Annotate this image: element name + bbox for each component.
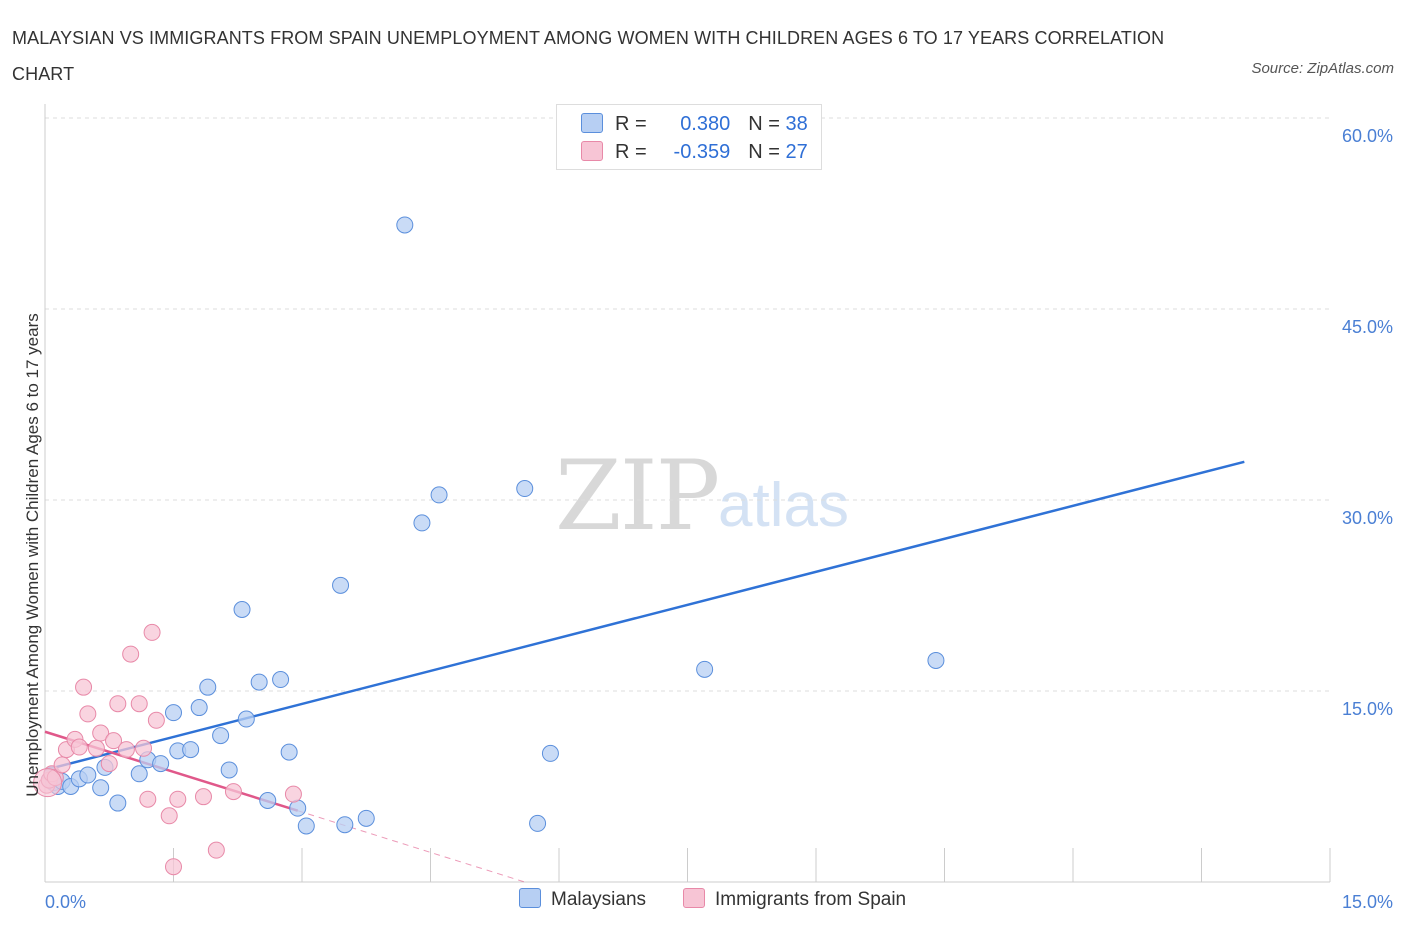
- watermark-atlas: atlas: [718, 471, 849, 540]
- data-point: [336, 816, 354, 834]
- data-point: [135, 739, 153, 757]
- legend-n-value: 38: [785, 113, 808, 135]
- x-tick-label: 0.0%: [45, 892, 86, 912]
- legend-n-value: 27: [785, 141, 808, 163]
- data-point: [139, 790, 157, 808]
- data-point: [250, 673, 268, 691]
- data-point-cluster: [33, 768, 63, 798]
- legend-row-spain: R = -0.359 N = 27: [581, 141, 808, 167]
- data-point: [92, 779, 110, 797]
- data-point: [109, 794, 127, 812]
- y-tick-label: 30.0%: [1342, 508, 1393, 528]
- legend-swatch-blue: [519, 888, 541, 908]
- y-axis-label: Unemployment Among Women with Children A…: [23, 313, 42, 797]
- data-point: [259, 792, 277, 810]
- trend-line-0: [44, 460, 1245, 772]
- data-point: [332, 576, 350, 594]
- data-point: [516, 480, 534, 498]
- y-tick-label: 15.0%: [1342, 699, 1393, 719]
- data-point: [75, 678, 93, 696]
- data-point: [53, 756, 71, 774]
- bottom-legend-spain: Immigrants from Spain: [683, 888, 906, 911]
- data-point: [92, 724, 110, 742]
- axes: [44, 104, 1331, 883]
- data-point: [212, 727, 230, 745]
- y-tick-label: 60.0%: [1342, 126, 1393, 146]
- legend-n-label: N =: [748, 141, 786, 163]
- data-point: [237, 710, 255, 728]
- data-point: [927, 651, 945, 669]
- legend-label-spain: Immigrants from Spain: [715, 889, 907, 910]
- data-point: [152, 755, 170, 773]
- data-point: [396, 216, 414, 234]
- tick-labels: 15.0% 30.0% 45.0% 60.0% 0.0% 15.0% Unemploymen…: [23, 126, 1393, 912]
- data-point: [165, 704, 182, 722]
- data-point: [109, 695, 127, 713]
- data-point: [289, 799, 307, 817]
- data-point: [207, 841, 225, 859]
- legend-r-value: 0.380: [680, 113, 731, 135]
- trend-extension-1: [297, 810, 525, 883]
- data-point: [117, 741, 135, 759]
- data-point: [297, 817, 315, 835]
- data-point: [182, 741, 200, 759]
- data-point: [280, 743, 298, 761]
- data-point: [122, 645, 140, 663]
- data-point: [190, 699, 208, 717]
- data-point: [233, 601, 251, 619]
- data-points: [33, 216, 945, 876]
- data-point: [169, 790, 187, 808]
- data-point: [79, 705, 97, 723]
- data-point: [143, 623, 161, 641]
- data-point: [147, 711, 165, 729]
- y-tick-label: 45.0%: [1342, 317, 1393, 337]
- data-point: [130, 765, 148, 783]
- legend-r-label: R =: [615, 141, 653, 163]
- legend-swatch-pink: [683, 888, 705, 908]
- data-point: [70, 738, 88, 756]
- stats-legend: R = 0.380 N = 38 R = -0.359 N = 27: [556, 104, 822, 170]
- data-point: [272, 671, 290, 689]
- data-point: [224, 783, 242, 801]
- source-label: Source: ZipAtlas.com: [1251, 60, 1394, 77]
- data-point: [199, 678, 217, 696]
- watermark-zip: ZIP: [555, 440, 720, 552]
- chart-title: MALAYSIAN VS IMMIGRANTS FROM SPAIN UNEMP…: [12, 28, 1165, 84]
- legend-r-label: R =: [615, 113, 653, 135]
- data-point: [284, 785, 302, 803]
- x-tick-label: 15.0%: [1342, 892, 1393, 912]
- legend-label-malaysians: Malaysians: [551, 889, 647, 910]
- legend-row-malaysians: R = 0.380 N = 38: [581, 113, 808, 139]
- data-point: [430, 486, 448, 504]
- data-point: [165, 858, 182, 876]
- bottom-legend-malaysians: Malaysians: [519, 888, 646, 911]
- data-point: [194, 788, 212, 806]
- legend-swatch-pink: [581, 141, 603, 161]
- data-point: [130, 695, 148, 713]
- data-point: [79, 766, 97, 784]
- data-point: [529, 814, 547, 832]
- data-point: [105, 732, 123, 750]
- data-point: [160, 807, 178, 825]
- trend-lines: [44, 460, 1245, 883]
- data-point: [541, 744, 559, 762]
- data-point: [357, 809, 375, 827]
- data-point: [100, 755, 118, 773]
- data-point: [220, 761, 238, 779]
- legend-r-value: -0.359: [673, 141, 731, 163]
- data-point: [696, 660, 714, 678]
- legend-n-label: N =: [748, 113, 786, 135]
- data-point: [87, 739, 105, 757]
- data-point: [413, 514, 431, 532]
- legend-swatch-blue: [581, 113, 603, 133]
